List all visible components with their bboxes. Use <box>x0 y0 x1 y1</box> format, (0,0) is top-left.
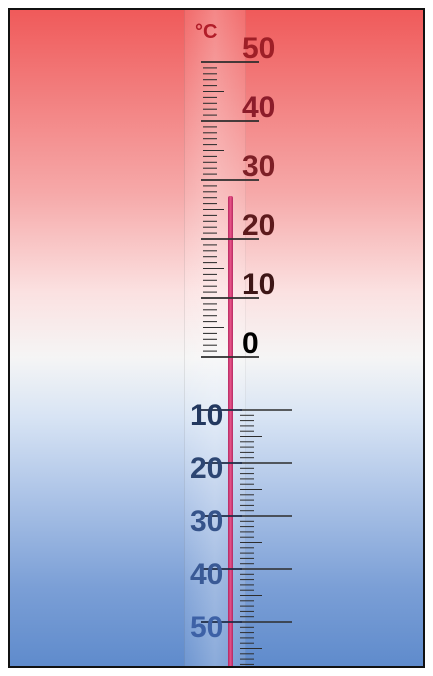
upper-scale-label: 30 <box>242 150 275 183</box>
unit-label: °C <box>195 21 218 43</box>
lower-scale-label: 10 <box>190 399 223 432</box>
lower-scale-label: 20 <box>190 452 223 485</box>
lower-scale-label: 50 <box>190 611 223 644</box>
thermometer-liquid-column <box>228 196 233 666</box>
thermometer-scale: 50 40 30 20 10 0 10 20 30 40 50 <box>190 32 292 665</box>
thermometer-image-frame: °C 50 40 30 20 10 0 10 20 30 40 50 <box>8 8 425 668</box>
lower-scale-label: 30 <box>190 505 223 538</box>
scale-labels: 50 40 30 20 10 0 10 20 30 40 50 <box>190 32 275 644</box>
upper-scale-label: 0 <box>242 327 259 360</box>
thermometer-tube <box>184 10 246 666</box>
upper-scale-label: 20 <box>242 209 275 242</box>
upper-scale-label: 50 <box>242 32 275 65</box>
upper-scale-label: 10 <box>242 268 275 301</box>
upper-scale-label: 40 <box>242 91 275 124</box>
lower-scale-label: 40 <box>190 558 223 591</box>
scale-ticks <box>201 61 292 665</box>
